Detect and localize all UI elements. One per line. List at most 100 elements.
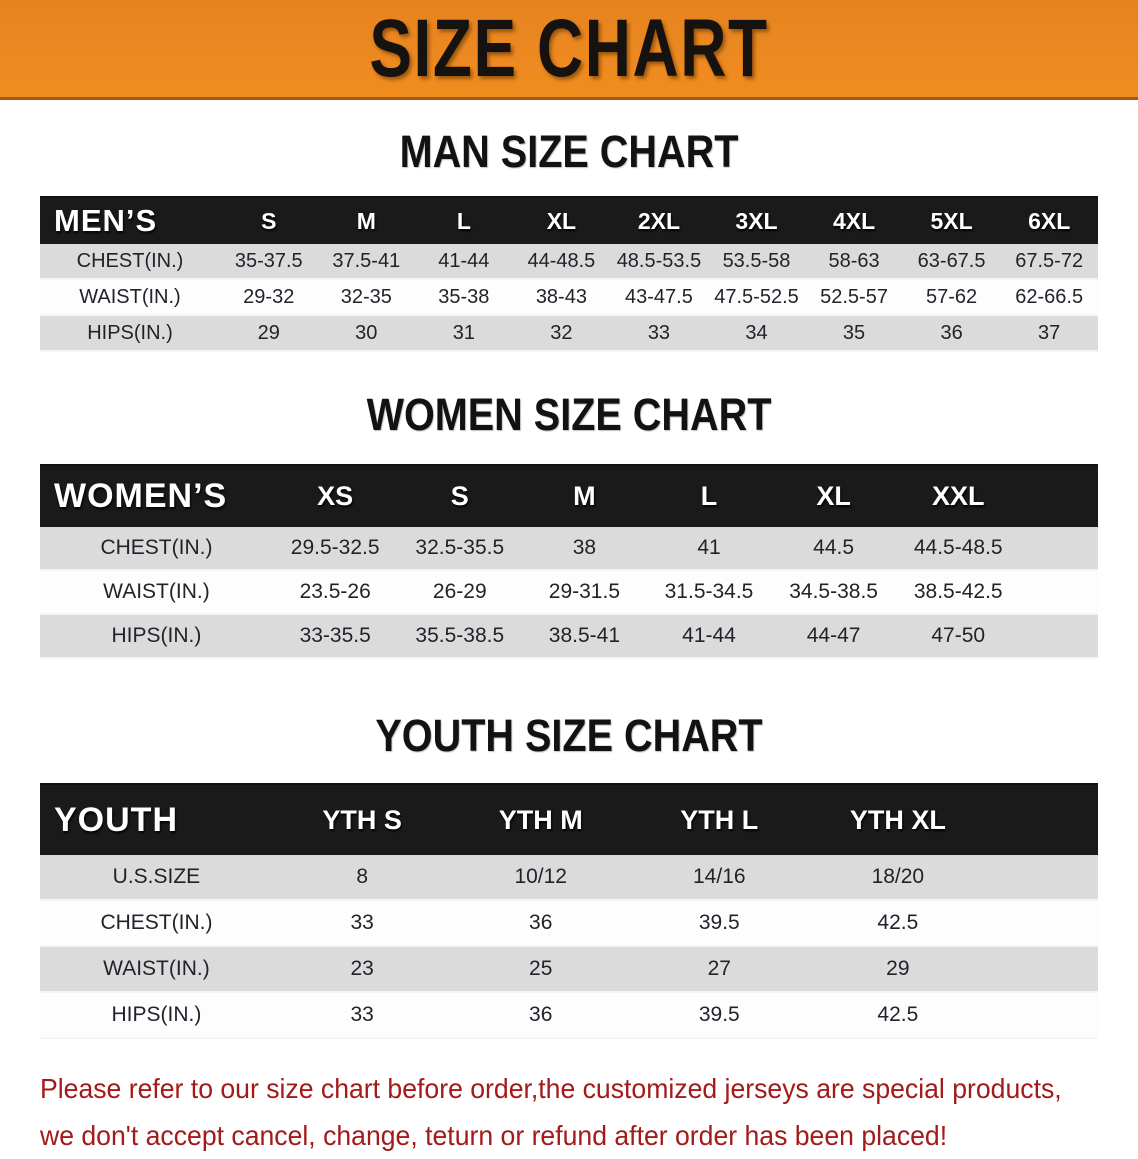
size-value-cell: 67.5-72 <box>1015 249 1084 272</box>
size-value-cell: 29 <box>257 321 280 344</box>
size-value-cell: 32.5-35.5 <box>415 536 505 559</box>
size-column-header: M <box>573 481 596 511</box>
size-value-cell: 34 <box>745 321 768 344</box>
empty-cell <box>1021 527 1098 570</box>
size-value-cell: 34.5-38.5 <box>789 580 878 603</box>
size-value-cell: 29-31.5 <box>548 580 621 603</box>
size-value-cell: 29.5-32.5 <box>290 536 380 559</box>
size-value-cell: 35.5-38.5 <box>415 624 505 647</box>
size-value-cell: 30 <box>355 321 378 344</box>
table-row: HIPS(IN.) 29 30 31 32 33 34 35 36 37 <box>40 315 1098 351</box>
row-label: CHEST(IN.) <box>100 536 213 559</box>
size-value-cell: 36 <box>529 911 553 934</box>
size-column-header: YTH L <box>680 804 759 835</box>
men-size-table: MEN’S S M L XL 2XL 3XL 4XL 5XL 6XL CHEST(IN.) 35-37… <box>40 196 1098 352</box>
size-value-cell: 38-43 <box>535 285 587 308</box>
size-value-cell: 39.5 <box>698 911 740 934</box>
women-section-heading: WOMEN SIZE CHART <box>366 389 772 440</box>
empty-header-cell <box>1021 465 1098 527</box>
row-label: HIPS(IN.) <box>111 624 202 647</box>
table-corner-label: MEN’S <box>54 203 158 238</box>
size-value-cell: 8 <box>356 865 368 888</box>
size-value-cell: 36 <box>940 321 963 344</box>
table-row: WAIST(IN.) 23.5-26 26-29 29-31.5 31.5-34.5 34… <box>40 570 1098 614</box>
size-value-cell: 35-38 <box>438 285 490 308</box>
size-column-header: L <box>456 207 471 234</box>
size-value-cell: 44-48.5 <box>527 249 596 272</box>
size-value-cell: 23 <box>350 957 374 980</box>
size-value-cell: 52.5-57 <box>820 285 888 308</box>
table-row: CHEST(IN.) 35-37.5 37.5-41 41-44 44-48.5 48.5… <box>40 244 1098 279</box>
size-value-cell: 42.5 <box>877 1003 919 1026</box>
size-value-cell: 29 <box>886 957 910 980</box>
disclaimer-line-2: we don't accept cancel, change, teturn o… <box>40 1120 948 1151</box>
empty-cell <box>987 900 1098 946</box>
size-value-cell: 33-35.5 <box>299 624 371 647</box>
row-label: WAIST(IN.) <box>103 957 210 980</box>
size-value-cell: 29-32 <box>243 285 295 308</box>
size-value-cell: 48.5-53.5 <box>616 249 702 272</box>
size-value-cell: 43-47.5 <box>625 285 693 308</box>
size-column-header: M <box>356 207 376 234</box>
row-label: HIPS(IN.) <box>111 1003 202 1026</box>
row-label: HIPS(IN.) <box>87 321 173 344</box>
size-value-cell: 41-44 <box>682 624 736 647</box>
size-column-header: 6XL <box>1028 207 1071 234</box>
size-value-cell: 47.5-52.5 <box>714 285 799 308</box>
empty-cell <box>987 855 1098 900</box>
size-value-cell: 58-63 <box>828 249 880 272</box>
size-column-header: 5XL <box>930 207 973 234</box>
row-label: WAIST(IN.) <box>79 285 181 308</box>
size-column-header: YTH XL <box>849 804 946 835</box>
size-column-header: XXL <box>931 481 985 511</box>
row-label: U.S.SIZE <box>112 865 201 888</box>
empty-cell <box>1021 614 1098 658</box>
size-column-header: L <box>700 481 718 511</box>
youth-section-heading: YOUTH SIZE CHART <box>375 710 763 761</box>
size-column-header: XL <box>546 207 577 234</box>
size-value-cell: 37.5-41 <box>332 249 401 272</box>
size-column-header: 2XL <box>637 207 681 234</box>
size-column-header: YTH M <box>498 804 583 835</box>
empty-cell <box>987 946 1098 992</box>
size-value-cell: 35 <box>842 321 866 344</box>
size-column-header: 4XL <box>832 207 876 234</box>
size-value-cell: 39.5 <box>698 1003 740 1026</box>
table-row: HIPS(IN.) 33 36 39.5 42.5 <box>40 992 1098 1038</box>
size-value-cell: 31.5-34.5 <box>664 580 754 603</box>
size-value-cell: 44-47 <box>806 624 861 647</box>
table-row: WAIST(IN.) 29-32 32-35 35-38 38-43 43-47.5 47.… <box>40 279 1098 315</box>
size-column-header: S <box>450 481 469 511</box>
size-value-cell: 62-66.5 <box>1015 285 1084 308</box>
size-value-cell: 44.5-48.5 <box>913 536 1003 559</box>
disclaimer-line-1: Please refer to our size chart before or… <box>40 1073 1062 1104</box>
banner-title: SIZE CHART <box>369 2 769 94</box>
table-row: CHEST(IN.) 33 36 39.5 42.5 <box>40 900 1098 946</box>
size-value-cell: 38 <box>572 536 597 559</box>
row-label: CHEST(IN.) <box>100 911 213 934</box>
size-value-cell: 37 <box>1038 321 1061 344</box>
size-value-cell: 33 <box>350 1003 374 1026</box>
table-header-row: MEN’S S M L XL 2XL 3XL 4XL 5XL 6XL <box>40 197 1098 244</box>
size-value-cell: 63-67.5 <box>917 249 986 272</box>
size-column-header: XL <box>816 481 851 511</box>
size-value-cell: 25 <box>529 957 553 980</box>
disclaimer-text: Please refer to our size chart before or… <box>40 1065 1066 1159</box>
size-value-cell: 41-44 <box>438 249 490 272</box>
size-value-cell: 18/20 <box>871 865 925 888</box>
man-section-heading: MAN SIZE CHART <box>399 126 739 177</box>
size-value-cell: 36 <box>529 1003 553 1026</box>
size-value-cell: 38.5-42.5 <box>913 580 1003 603</box>
size-column-header: YTH S <box>322 804 402 835</box>
size-value-cell: 57-62 <box>926 285 978 308</box>
size-value-cell: 10/12 <box>514 865 567 888</box>
women-size-table: WOMEN’S XS S M L XL XXL CHEST(IN.) 29.5-32.5 32.5… <box>40 464 1098 659</box>
table-row: U.S.SIZE 8 10/12 14/16 18/20 <box>40 855 1098 900</box>
table-row: WAIST(IN.) 23 25 27 29 <box>40 946 1098 992</box>
size-value-cell: 33 <box>350 911 374 934</box>
size-value-cell: 31 <box>452 321 475 344</box>
table-header-row: YOUTH YTH S YTH M YTH L YTH XL <box>40 784 1098 855</box>
size-value-cell: 47-50 <box>931 624 986 647</box>
table-corner-label: YOUTH <box>54 800 178 839</box>
table-row: CHEST(IN.) 29.5-32.5 32.5-35.5 38 41 44.5 44.5… <box>40 527 1098 570</box>
